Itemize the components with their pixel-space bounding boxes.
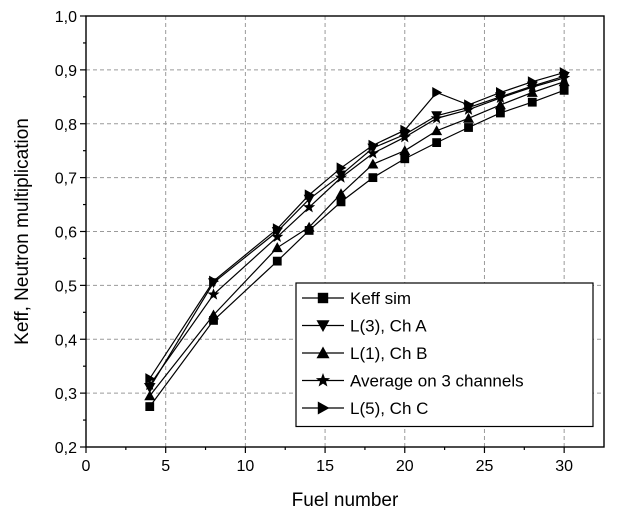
data-point	[464, 123, 473, 132]
y-tick-label: 0,6	[55, 225, 77, 242]
data-point	[272, 223, 283, 235]
data-point	[432, 87, 443, 99]
data-point	[558, 76, 570, 87]
data-point	[272, 256, 282, 266]
legend-item: Keff sim	[302, 289, 411, 308]
data-point	[209, 275, 220, 287]
series-line	[149, 81, 565, 397]
y-tick-label: 0,5	[55, 278, 77, 295]
y-tick-label: 0,7	[55, 171, 77, 188]
data-point	[496, 108, 505, 118]
data-point	[368, 139, 379, 151]
data-point	[432, 138, 442, 148]
legend-label: L(3), Ch A	[350, 317, 427, 336]
data-point	[430, 112, 443, 124]
data-point	[207, 288, 220, 300]
legend: Keff sim L(3), Ch A L(1), Ch B Average on 3…	[295, 282, 594, 428]
data-point	[336, 162, 347, 174]
data-point	[398, 130, 411, 143]
legend-label: L(1), Ch B	[350, 344, 427, 363]
y-tick-label: 1,0	[55, 9, 77, 26]
y-tick-label: 0,4	[55, 332, 77, 349]
plot-series	[143, 67, 571, 411]
data-point	[144, 390, 156, 401]
legend-marker	[317, 292, 329, 304]
data-point	[209, 315, 218, 325]
y-tick-label: 0,9	[55, 63, 77, 80]
series-3	[143, 71, 571, 391]
x-tick-label: 10	[236, 458, 254, 475]
data-point	[271, 242, 283, 253]
series-0	[145, 85, 569, 411]
legend-marker	[316, 320, 330, 332]
data-point	[144, 383, 156, 394]
data-point	[336, 197, 346, 207]
x-tick-label: 5	[161, 458, 170, 475]
data-point	[494, 91, 507, 104]
data-point	[559, 67, 570, 79]
legend-label: Keff sim	[350, 289, 411, 308]
data-point	[368, 173, 378, 183]
axis-ticks: 0 5 10 15 20 25 30 0,2 0,3 0,4 0,5 0,6 0,7 0,8 0,9 1,0	[55, 9, 573, 475]
x-tick-label: 25	[476, 458, 494, 475]
data-point	[494, 99, 506, 110]
data-point	[335, 188, 347, 199]
data-point	[208, 309, 220, 320]
data-point	[145, 373, 156, 385]
data-point	[526, 87, 538, 97]
legend-item: Average on 3 channels	[302, 372, 524, 391]
data-point	[303, 200, 316, 213]
legend-marker	[316, 346, 330, 359]
legend-box	[295, 282, 594, 428]
x-tick-label: 15	[316, 458, 334, 475]
legend-items: Keff sim L(3), Ch A L(1), Ch B Average on 3…	[302, 289, 524, 418]
data-point	[431, 125, 443, 136]
data-point	[526, 80, 539, 93]
y-tick-label: 0,3	[55, 386, 77, 403]
legend-marker	[317, 401, 330, 415]
data-point	[496, 87, 506, 99]
data-point	[399, 145, 411, 156]
series-line	[149, 75, 565, 389]
legend-item: L(5), Ch C	[302, 399, 428, 418]
legend-label: L(5), Ch C	[350, 399, 428, 418]
legend-item: L(3), Ch A	[302, 317, 427, 336]
data-point	[271, 230, 284, 243]
series-2	[144, 76, 570, 401]
data-point	[559, 85, 569, 95]
y-axis-title: Keff, Neutron multiplication	[12, 118, 33, 345]
data-point	[462, 103, 475, 115]
x-tick-label: 0	[82, 458, 91, 475]
data-point	[464, 99, 475, 111]
data-point	[527, 97, 537, 107]
data-point	[303, 221, 315, 232]
x-tick-label: 20	[396, 458, 414, 475]
data-point	[366, 147, 379, 159]
data-point	[463, 112, 475, 123]
data-point	[400, 154, 410, 164]
data-point	[558, 71, 571, 84]
y-tick-label: 0,8	[55, 117, 77, 134]
series-4	[145, 67, 570, 385]
x-tick-label: 30	[555, 458, 573, 475]
legend-marker	[315, 373, 331, 387]
data-point	[304, 189, 315, 201]
data-point	[334, 171, 348, 183]
data-point	[143, 378, 156, 391]
data-point	[367, 158, 379, 169]
y-tick-label: 0,2	[55, 440, 77, 457]
data-point	[400, 124, 411, 136]
legend-item: L(1), Ch B	[302, 344, 427, 363]
series-line	[149, 71, 565, 379]
data-point	[145, 402, 155, 411]
x-axis-title: Fuel number	[292, 490, 399, 511]
legend-label: Average on 3 channels	[350, 372, 524, 391]
series-line	[149, 89, 565, 407]
data-point	[527, 76, 538, 88]
